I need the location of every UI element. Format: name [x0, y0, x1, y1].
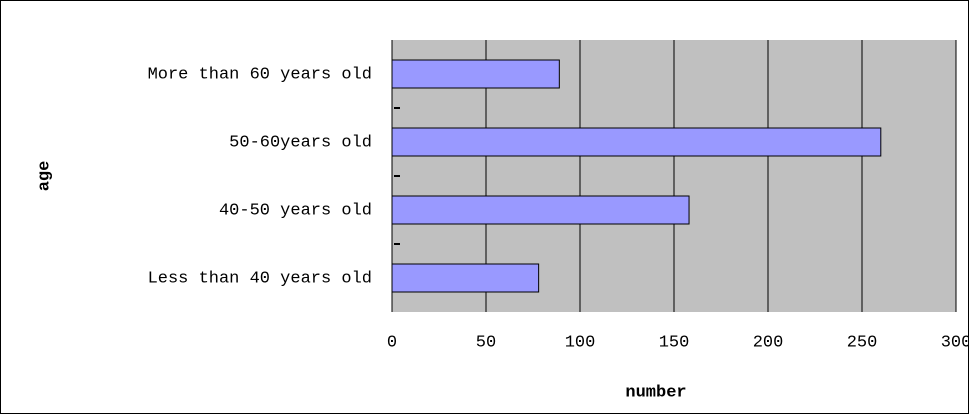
y-tick-label: 50-60years old	[229, 133, 372, 152]
x-tick-label: 100	[565, 333, 596, 352]
bar	[391, 263, 540, 293]
y-tick-label: Less than 40 years old	[148, 269, 372, 288]
bar	[391, 195, 690, 225]
bar	[391, 127, 882, 157]
y-axis-label: age	[35, 161, 54, 192]
x-axis-label: number	[625, 383, 686, 402]
y-tick-label: 40-50 years old	[219, 201, 372, 220]
bar	[391, 59, 560, 89]
x-tick-label: 0	[387, 333, 397, 352]
x-tick-label: 50	[476, 333, 496, 352]
x-tick-label: 250	[847, 333, 878, 352]
x-tick-label: 200	[753, 333, 784, 352]
x-tick-label: 150	[659, 333, 690, 352]
y-tick-label: More than 60 years old	[148, 65, 372, 84]
x-tick-label: 300	[941, 333, 969, 352]
